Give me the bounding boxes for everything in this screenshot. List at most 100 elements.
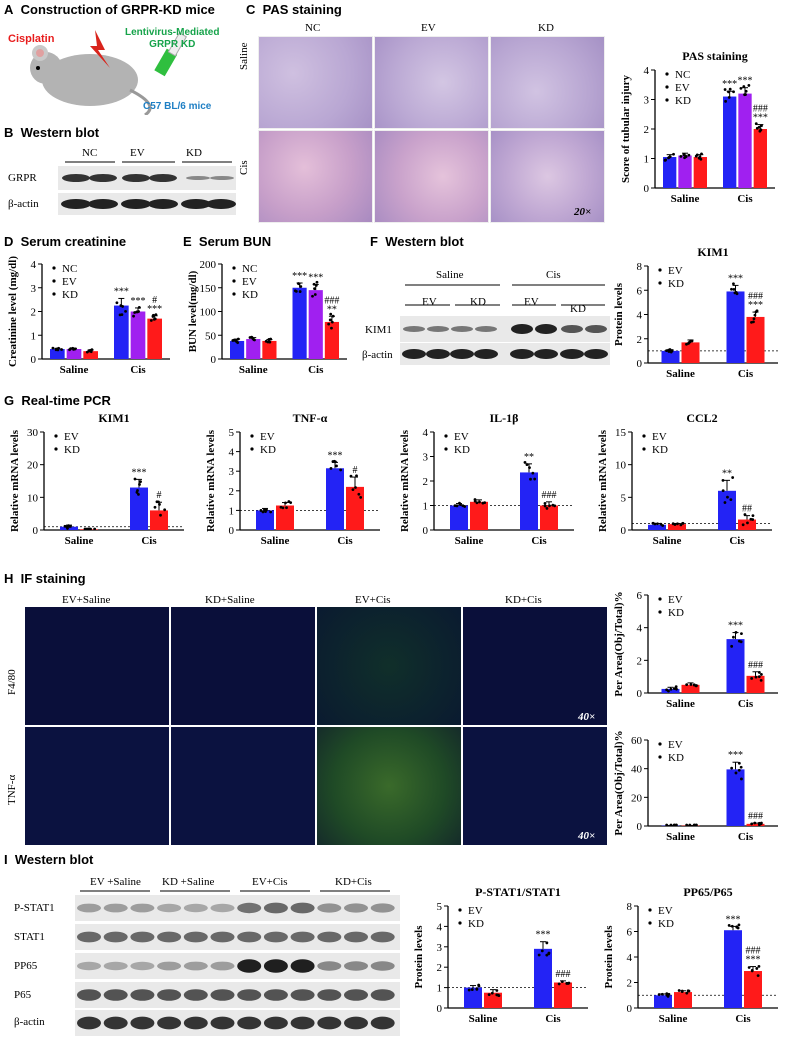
chart-pas-point-0-1-0 xyxy=(687,153,691,157)
chart-pp65-point-0-1-0 xyxy=(677,989,681,992)
pas-col-nc: NC xyxy=(305,22,321,34)
chart-pas-legend-2: KD xyxy=(675,95,691,107)
chart-pas-legend-marker-2 xyxy=(665,98,669,102)
pas-image-kd-saline xyxy=(490,36,605,129)
chart-il1b-title: IL-1β xyxy=(490,411,519,425)
chart-tnfpcr-point-0-1-0 xyxy=(285,506,288,510)
chart-kim1wb-annotation-1-0: ### xyxy=(748,291,763,302)
chart-tnfpcr-point-1-1-3 xyxy=(354,486,357,489)
chart-pas-bar-1-2 xyxy=(753,129,767,188)
pas-image-nc-saline xyxy=(258,36,373,129)
chart-kim1pcr-point-0-1-2 xyxy=(83,527,87,531)
chart-pp65-title: PP65/P65 xyxy=(683,885,732,899)
chart-creat-legend-marker-1 xyxy=(52,279,56,283)
chart-bun-point-1-0-5 xyxy=(294,289,298,293)
chart-bun-point-0-1-5 xyxy=(250,335,253,339)
chart-tnfif-bar-1-0 xyxy=(726,769,745,826)
chart-pstat1-point-1-0-1 xyxy=(545,941,549,945)
chart-pp65-xtick-label-0: Saline xyxy=(659,1013,688,1025)
chart-serum-creatinine: 0 1 2 3 4 Creatinine level (mg/dl) Saline Cis **… xyxy=(7,256,170,376)
chart-tnfif-legend-marker-0 xyxy=(658,742,662,746)
chart-creat-point-1-0-3 xyxy=(118,313,122,317)
chart-kim1pcr-point-1-0-2 xyxy=(139,480,142,484)
blot-i-group-kd-saline: KD +Saline xyxy=(162,876,215,888)
chart-pas-point-1-1-0 xyxy=(747,84,751,87)
blot-i-group-kd-cis: KD+Cis xyxy=(335,876,372,888)
chart-tnfpcr-bar-1-1 xyxy=(346,486,364,530)
blot-b-grpr xyxy=(58,166,236,190)
chart-tnfif-legend-1: KD xyxy=(668,752,684,764)
pas-magnification: 20× xyxy=(574,206,592,218)
chart-f480-point-1-1-5 xyxy=(757,675,761,679)
chart-kim1wb-ytick-label-4: 8 xyxy=(637,261,643,273)
chart-kim1pcr-point-1-0-5 xyxy=(138,483,141,486)
chart-bun-point-1-2-2 xyxy=(331,314,335,318)
chart-pp65-ytick-label-4: 8 xyxy=(627,901,633,913)
chart-kim1pcr-point-0-0-5 xyxy=(68,524,71,528)
chart-pstat1-legend-0: EV xyxy=(468,905,483,917)
chart-tnfif-point-0-1-2 xyxy=(685,823,689,827)
chart-pp65-point-0-1-5 xyxy=(680,990,684,994)
chart-il1b-bar-1-1 xyxy=(540,505,558,530)
chart-pas-point-0-1-3 xyxy=(682,153,686,157)
chart-il1b-point-0-0-2 xyxy=(455,504,459,508)
chart-tnfpcr-point-0-0-4 xyxy=(264,510,267,513)
chart-pp65-point-1-0-2 xyxy=(737,923,741,927)
chart-tnfpcr-ytick-label-0: 0 xyxy=(229,525,235,537)
chart-pp65-legend-marker-0 xyxy=(648,908,652,912)
blot-i-strip-4 xyxy=(75,982,400,1008)
if-image-f480-kd-cis xyxy=(463,607,607,725)
chart-pas-bar-0-2 xyxy=(693,157,707,188)
chart-f480-bar-0-0 xyxy=(661,688,680,693)
chart-il1b-point-1-0-4 xyxy=(533,477,537,481)
blot-i-row-actin: β-actin xyxy=(14,1016,45,1028)
cisplatin-label: Cisplatin xyxy=(8,33,55,45)
chart-pstat1-point-1-1-4 xyxy=(560,980,564,984)
chart-il1b-point-0-1-4 xyxy=(481,501,485,505)
chart-il1b-point-1-0-2 xyxy=(525,463,529,466)
chart-tnfif-point-1-0-1 xyxy=(739,765,743,769)
chart-kim1wb-point-1-0-4 xyxy=(730,287,733,291)
blot-i-row-p65: P65 xyxy=(14,989,32,1001)
chart-pas-ytick-label-1: 1 xyxy=(644,154,650,166)
chart-il1b-point-0-1-5 xyxy=(473,499,477,503)
chart-pas-point-1-1-5 xyxy=(744,89,748,93)
chart-kim1pcr-ytick-label-0: 0 xyxy=(33,525,39,537)
chart-f480-point-1-1-1 xyxy=(759,678,763,682)
blot-i-strip-1 xyxy=(75,895,400,921)
chart-pas-ytick-label-4: 4 xyxy=(644,65,650,77)
chart-pas-point-0-0-1 xyxy=(672,152,675,156)
chart-il1b-ytick-label-4: 4 xyxy=(423,427,429,439)
chart-f480-point-1-0-0 xyxy=(732,635,735,639)
chart-bun-point-0-0-4 xyxy=(236,337,240,341)
chart-bun-point-1-0-4 xyxy=(299,285,303,288)
chart-tnfpcr-ytick-label-4: 4 xyxy=(229,447,235,459)
chart-f480-point-0-1-4 xyxy=(695,684,698,687)
chart-creat-ytick-label-2: 2 xyxy=(31,307,37,319)
chart-f480-annotation-1-0: ### xyxy=(748,660,763,671)
chart-f480-point-1-0-4 xyxy=(730,644,734,648)
chart-bun-point-1-2-0 xyxy=(329,312,333,316)
chart-creat-ylabel: Creatinine level (mg/dl) xyxy=(7,256,19,367)
chart-creat-bar-1-2 xyxy=(147,318,162,359)
chart-creat-bar-1-0 xyxy=(114,305,129,359)
panel-b-title: B Western blot xyxy=(4,125,100,140)
chart-pp65-point-0-0-1 xyxy=(657,993,661,996)
chart-il1b-ytick-label-0: 0 xyxy=(423,525,429,537)
chart-f480-ytick-label-2: 4 xyxy=(637,623,643,635)
chart-tnf-if-area: 0 20 40 60 Per Area(Obj/Total)% Saline Cis *** #… xyxy=(613,730,778,843)
chart-pp65-point-0-0-3 xyxy=(665,992,669,996)
chart-creat-bar-0-0 xyxy=(50,349,65,359)
chart-f480-legend-marker-0 xyxy=(658,597,662,601)
chart-kim1pcr-point-0-1-5 xyxy=(93,527,97,531)
chart-pp65-annotation-1-0: ### xyxy=(746,946,761,957)
chart-f480-ytick-label-3: 6 xyxy=(637,590,643,602)
chart-pstat1-ytick-label-1: 1 xyxy=(437,983,443,995)
chart-pas-point-0-0-5 xyxy=(667,155,671,159)
blot-i-strip-3 xyxy=(75,953,400,979)
chart-bun-point-1-0-3 xyxy=(297,282,301,286)
chart-creat-ytick-label-3: 3 xyxy=(31,283,37,295)
chart-pstat1-ytick-label-3: 3 xyxy=(437,942,443,954)
chart-f480-point-0-0-2 xyxy=(674,685,678,689)
chart-pstat1-legend-1: KD xyxy=(468,918,484,930)
